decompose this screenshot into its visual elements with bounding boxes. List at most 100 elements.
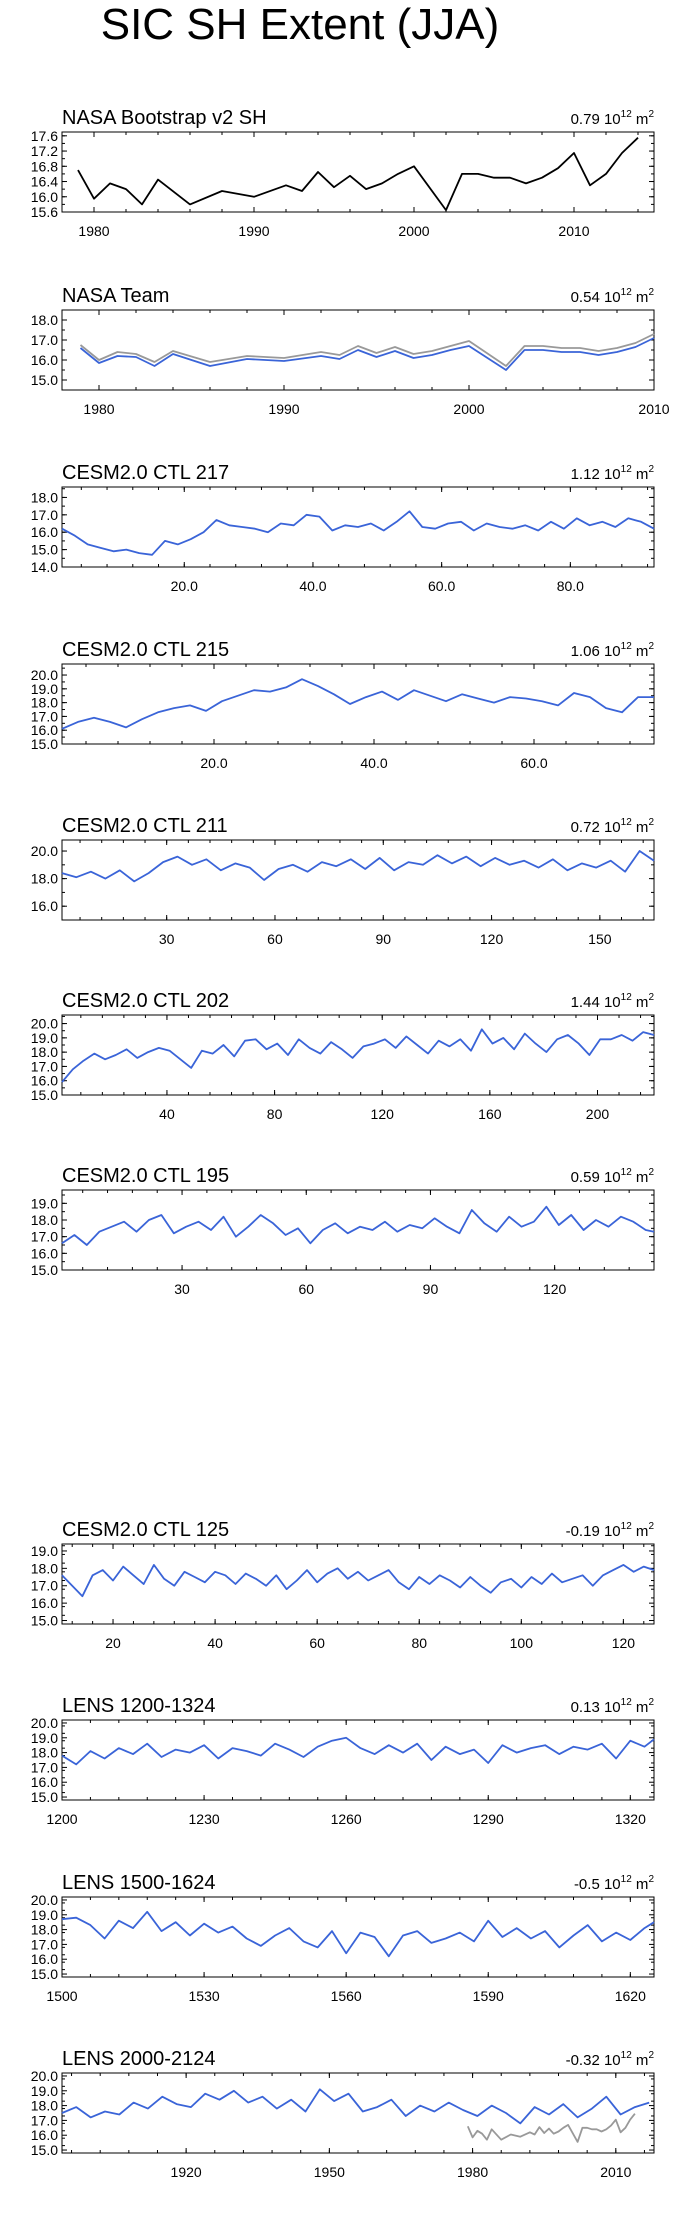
y-tick-label: 19.0 xyxy=(31,1030,58,1046)
y-tick-label: 17.2 xyxy=(31,143,58,159)
trend-number: -0.5 10 xyxy=(574,1876,621,1893)
trend-exponent: 12 xyxy=(621,1874,633,1885)
chart-panel: LENS 1500-1624 -0.5 1012 m2 15.016.017.018… xyxy=(31,1872,655,2004)
trend-exponent: 12 xyxy=(621,464,633,475)
x-tick-label: 2010 xyxy=(638,401,669,417)
y-tick-label: 15.0 xyxy=(31,542,58,558)
y-tick-label: 18.0 xyxy=(31,1212,58,1228)
x-tick-label: 1920 xyxy=(171,2164,202,2180)
y-tick-label: 18.0 xyxy=(31,871,58,887)
series-line xyxy=(61,510,655,556)
plot-frame xyxy=(61,1719,655,1801)
panel-title: CESM2.0 CTL 215 xyxy=(62,639,229,661)
x-tick-label: 60 xyxy=(298,1281,314,1297)
x-tick-label: 1200 xyxy=(46,1811,77,1827)
x-tick-label: 200 xyxy=(586,1106,610,1122)
x-tick-label: 120 xyxy=(371,1106,395,1122)
y-tick-label: 18.0 xyxy=(31,312,58,328)
series-line xyxy=(61,2088,650,2125)
y-tick-label: 15.0 xyxy=(31,2142,58,2158)
x-tick-label: 80 xyxy=(267,1106,283,1122)
trend-value: 0.54 1012 m2 xyxy=(571,287,655,306)
y-tick-label: 15.0 xyxy=(31,736,58,752)
trend-number: 1.06 10 xyxy=(571,643,621,660)
x-tick-label: 40.0 xyxy=(360,755,387,771)
trend-unit-exponent: 2 xyxy=(648,817,654,828)
y-tick-label: 19.0 xyxy=(31,2083,58,2099)
y-tick-label: 20.0 xyxy=(31,2068,58,2084)
x-tick-label: 60 xyxy=(267,931,283,947)
x-tick-label: 160 xyxy=(478,1106,502,1122)
y-tick-label: 20.0 xyxy=(31,1892,58,1908)
y-tick-label: 17.0 xyxy=(31,332,58,348)
trend-exponent: 12 xyxy=(621,1521,633,1532)
y-tick-label: 15.0 xyxy=(31,372,58,388)
y-tick-label: 16.0 xyxy=(31,1951,58,1967)
y-tick-label: 15.0 xyxy=(31,1613,58,1629)
x-tick-label: 1990 xyxy=(238,223,269,239)
chart-panel: NASA Bootstrap v2 SH 0.79 1012 m2 15.616.0… xyxy=(31,107,655,239)
x-tick-label: 90 xyxy=(375,931,391,947)
y-tick-label: 19.0 xyxy=(31,1543,58,1559)
chart-panel: CESM2.0 CTL 215 1.06 1012 m215.016.017.01… xyxy=(31,639,655,771)
panel-title: CESM2.0 CTL 217 xyxy=(62,462,229,484)
trend-exponent: 12 xyxy=(621,817,633,828)
y-tick-label: 15.0 xyxy=(31,1087,58,1103)
x-tick-label: 1230 xyxy=(189,1811,220,1827)
trend-unit-exponent: 2 xyxy=(648,2050,654,2061)
trend-unit: m xyxy=(632,643,649,660)
series-line xyxy=(61,1736,655,1766)
y-tick-label: 17.0 xyxy=(31,1936,58,1952)
trend-unit-exponent: 2 xyxy=(648,464,654,475)
x-tick-label: 20.0 xyxy=(171,578,198,594)
series-line xyxy=(466,2113,636,2143)
x-tick-label: 20 xyxy=(105,1635,121,1651)
trend-value: 1.06 1012 m2 xyxy=(571,641,655,660)
y-tick-label: 20.0 xyxy=(31,843,58,859)
series-line xyxy=(79,337,655,371)
panel-title: LENS 1200-1324 xyxy=(62,1695,215,1717)
trend-unit-exponent: 2 xyxy=(648,992,654,1003)
panel-title: NASA Team xyxy=(62,285,169,307)
plot-frame xyxy=(61,131,655,213)
y-tick-label: 20.0 xyxy=(31,1016,58,1032)
trend-unit: m xyxy=(632,2052,649,2069)
plot-frame xyxy=(61,663,655,745)
series-line xyxy=(77,137,639,212)
series-line xyxy=(61,1028,655,1083)
y-tick-label: 17.0 xyxy=(31,1229,58,1245)
y-tick-label: 18.0 xyxy=(31,695,58,711)
y-tick-label: 17.0 xyxy=(31,1578,58,1594)
y-tick-label: 16.4 xyxy=(31,174,58,190)
trend-unit-exponent: 2 xyxy=(648,1874,654,1885)
page-title: SIC SH Extent (JJA) xyxy=(100,0,500,49)
trend-exponent: 12 xyxy=(621,641,633,652)
y-tick-label: 16.0 xyxy=(31,1073,58,1089)
series-line xyxy=(61,1205,655,1246)
y-tick-label: 17.0 xyxy=(31,2112,58,2128)
plot-frame xyxy=(61,1896,655,1978)
trend-exponent: 12 xyxy=(621,992,633,1003)
x-tick-label: 60 xyxy=(309,1635,325,1651)
trend-number: 0.13 10 xyxy=(571,1699,621,1716)
trend-unit-exponent: 2 xyxy=(648,1521,654,1532)
y-tick-label: 15.0 xyxy=(31,1789,58,1805)
y-tick-label: 19.0 xyxy=(31,1907,58,1923)
y-tick-label: 16.0 xyxy=(31,189,58,205)
chart-panel: CESM2.0 CTL 211 0.72 1012 m2 16.0 18.0 20.0 3… xyxy=(31,815,655,947)
y-tick-label: 18.0 xyxy=(31,489,58,505)
y-tick-label: 16.0 xyxy=(31,1595,58,1611)
x-tick-label: 90 xyxy=(423,1281,439,1297)
trend-exponent: 12 xyxy=(621,1167,633,1178)
series-line xyxy=(79,333,655,367)
x-tick-label: 60.0 xyxy=(428,578,455,594)
trend-unit: m xyxy=(632,111,649,128)
x-tick-label: 120 xyxy=(480,931,504,947)
x-tick-label: 30 xyxy=(159,931,175,947)
y-tick-label: 17.6 xyxy=(31,128,58,144)
x-tick-label: 1980 xyxy=(83,401,114,417)
series-line xyxy=(61,678,654,730)
chart-panel: NASA Team 0.54 1012 m2 15.0 16.0 17.0 18.0 198… xyxy=(31,285,670,417)
series-line xyxy=(61,1564,655,1598)
trend-unit: m xyxy=(632,1523,649,1540)
